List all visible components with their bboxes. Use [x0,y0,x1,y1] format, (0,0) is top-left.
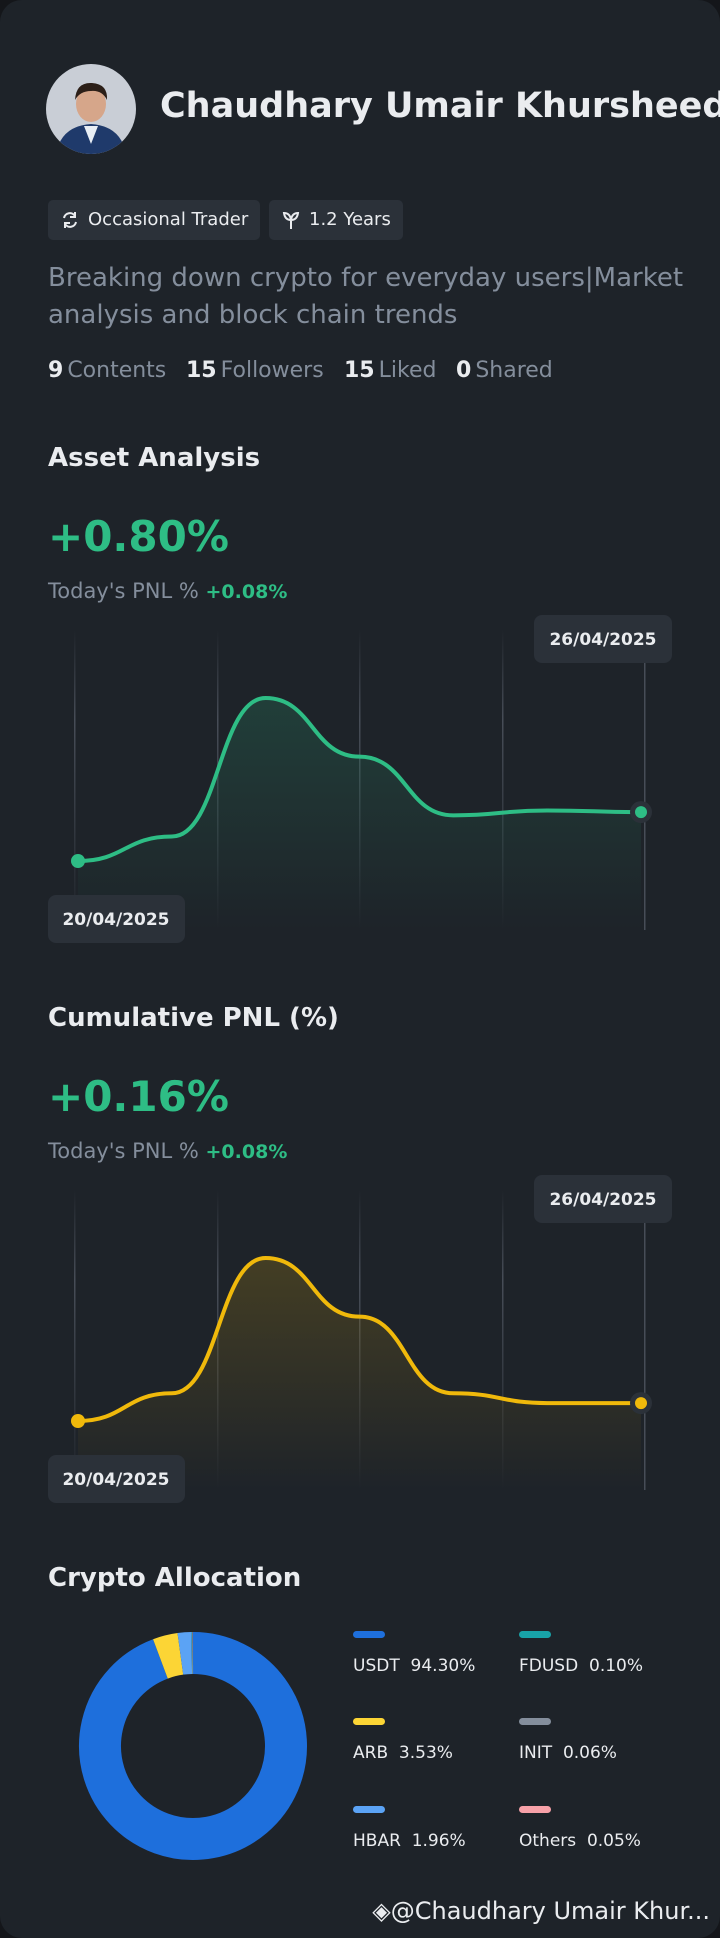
legend-value: 94.30% [410,1656,476,1676]
legend-item: ARB 3.53% [353,1718,453,1763]
pnl-value: +0.16% [48,1072,229,1121]
tag: Occasional Trader [48,200,261,240]
bio: Breaking down crypto for everyday users|… [48,263,684,330]
grid-line [502,630,504,930]
legend-item: USDT 94.30% [353,1631,476,1676]
today-pnl: Today's PNL % +0.08% [48,1139,287,1163]
legend-value: 0.05% [586,1831,641,1851]
legend-name: ARB [353,1743,389,1763]
watermark: ◈@Chaudhary Umair Khur... [372,1897,710,1925]
stat-value: 0 [456,358,472,383]
legend-swatch [353,1718,385,1725]
today-value: +0.08% [205,1141,288,1163]
line-chart: 26/04/2025 20/04/2025 [48,615,672,943]
area [78,1258,641,1490]
start-dot [71,854,85,868]
stat-value: 15 [186,358,217,383]
end-date: 26/04/2025 [549,630,656,650]
legend-swatch [519,1718,551,1725]
line [77,1255,641,1423]
grid-line [74,630,76,930]
date-box [48,1455,185,1503]
legend-name: INIT [519,1743,553,1763]
stat: 0 Shared [456,358,553,383]
stat-value: 9 [48,358,64,383]
user-name: Chaudhary Umair Khursheed [160,86,720,126]
today-value: +0.08% [205,581,288,603]
line [77,695,642,863]
legend-value: 3.53% [398,1743,453,1763]
grid-line [74,1190,76,1490]
legend-swatch [519,1806,551,1813]
today-pnl: Today's PNL % +0.08% [48,579,287,603]
start-date: 20/04/2025 [62,910,169,930]
tag-text: Occasional Trader [88,209,249,230]
legend-item: FDUSD 0.10% [519,1631,644,1676]
legend-name: USDT [353,1656,400,1676]
stat-value: 15 [344,358,375,383]
legend-swatch [353,1631,385,1638]
end-date: 26/04/2025 [549,1190,656,1210]
legend-item: INIT 0.06% [519,1718,617,1763]
legend-value: 0.06% [562,1743,617,1763]
legend-name: FDUSD [519,1656,579,1676]
start-date: 20/04/2025 [62,1470,169,1490]
stat-label: Shared [475,358,553,383]
section-title: Crypto Allocation [48,1563,302,1593]
grid-line [644,1220,646,1490]
section-title: Cumulative PNL (%) [48,1003,339,1033]
grid-line [502,1190,504,1490]
watermark-text: @Chaudhary Umair Khur... [390,1897,710,1925]
stat-label: Liked [378,358,437,383]
stat: 9 Contents [48,358,166,383]
donut-chart [79,1632,307,1860]
end-dot [635,806,647,819]
today-label: Today's PNL % [48,579,199,603]
today-label: Today's PNL % [48,1139,199,1163]
date-box [534,615,672,663]
tag-text: 1.2 Years [309,209,391,230]
stat-label: Contents [67,358,167,383]
donut-segment [79,1632,307,1860]
section-title: Asset Analysis [48,443,261,473]
legend-item: Others 0.05% [519,1806,641,1851]
date-box [534,1175,672,1223]
legend-name: HBAR [353,1831,401,1851]
tag: 1.2 Years [269,200,403,240]
legend-name: Others [519,1831,577,1851]
legend-swatch [519,1631,551,1638]
donut-segment [153,1633,184,1679]
legend-value: 0.10% [589,1656,644,1676]
stat: 15 Liked [344,358,436,383]
legend-item: HBAR 1.96% [353,1806,466,1851]
legend-swatch [353,1806,385,1813]
stat-label: Followers [220,358,324,383]
start-dot [71,1414,85,1428]
legend-value: 1.96% [411,1831,466,1851]
grid-line [644,660,646,930]
donut-segment [177,1632,193,1675]
date-box [48,895,185,943]
line-chart: 26/04/2025 20/04/2025 [48,1175,672,1503]
avatar[interactable] [46,64,136,154]
end-dot [635,1397,647,1410]
pnl-value: +0.80% [48,512,229,561]
stat: 15 Followers [186,358,324,383]
area [78,698,641,930]
